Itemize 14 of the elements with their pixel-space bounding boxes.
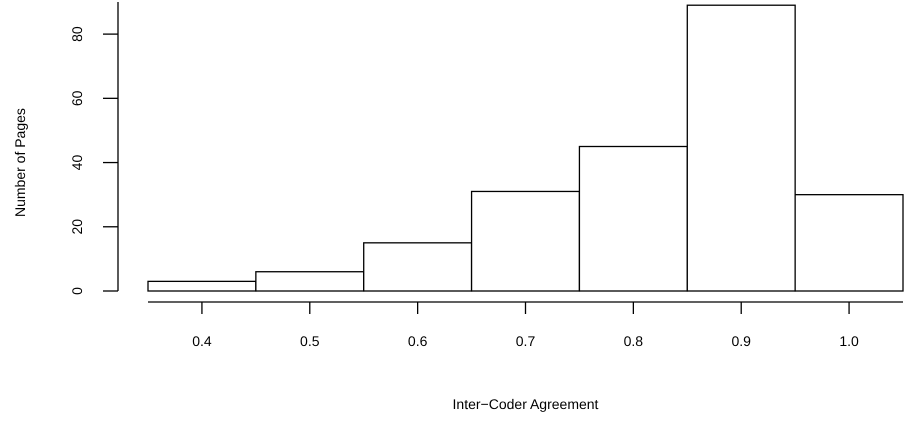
y-tick-label: 0: [69, 286, 85, 295]
x-tick-label: 1.0: [839, 332, 860, 349]
x-tick-label: 0.8: [624, 332, 644, 349]
y-tick-label: 80: [69, 26, 85, 42]
y-axis-title: Number of Pages: [12, 108, 28, 218]
x-tick-label: 0.6: [408, 332, 428, 349]
x-axis-title: Inter−Coder Agreement: [452, 396, 599, 412]
y-tick-label: 20: [69, 218, 85, 235]
x-tick-label: 0.9: [731, 332, 752, 349]
y-tick-label: 40: [69, 154, 85, 170]
x-tick-label: 0.7: [516, 332, 536, 349]
x-tick-label: 0.4: [192, 332, 212, 349]
y-tick-label: 60: [69, 90, 85, 106]
x-tick-label: 0.5: [300, 332, 320, 349]
